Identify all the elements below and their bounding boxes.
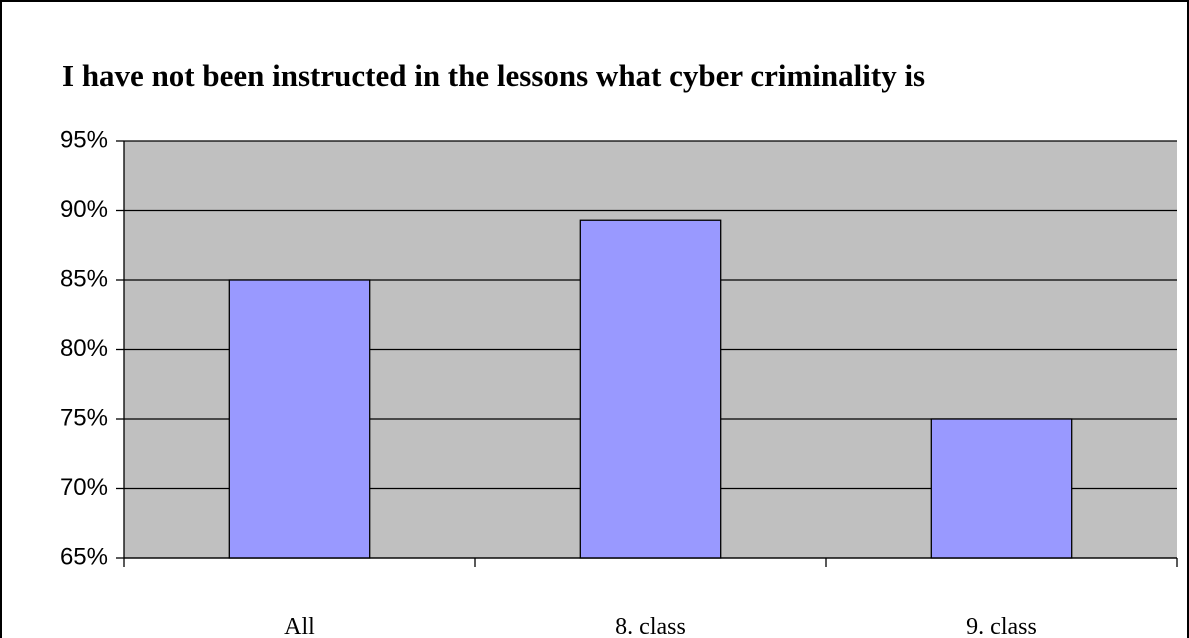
- y-tick-label: 95%: [60, 126, 108, 153]
- y-tick-label: 80%: [60, 335, 108, 362]
- bar: [228, 279, 371, 559]
- x-tick-label: All: [284, 614, 315, 638]
- y-tick-label: 75%: [60, 404, 108, 431]
- y-tick-label: 90%: [60, 196, 108, 223]
- x-tick-label: 9. class: [966, 614, 1037, 638]
- y-tick-label: 70%: [60, 474, 108, 501]
- y-tick-label: 85%: [60, 265, 108, 292]
- bar: [579, 219, 722, 559]
- bar: [930, 418, 1073, 559]
- chart-title: I have not been instructed in the lesson…: [62, 58, 925, 93]
- y-tick-label: 65%: [60, 543, 108, 570]
- x-tick-label: 8. class: [615, 614, 686, 638]
